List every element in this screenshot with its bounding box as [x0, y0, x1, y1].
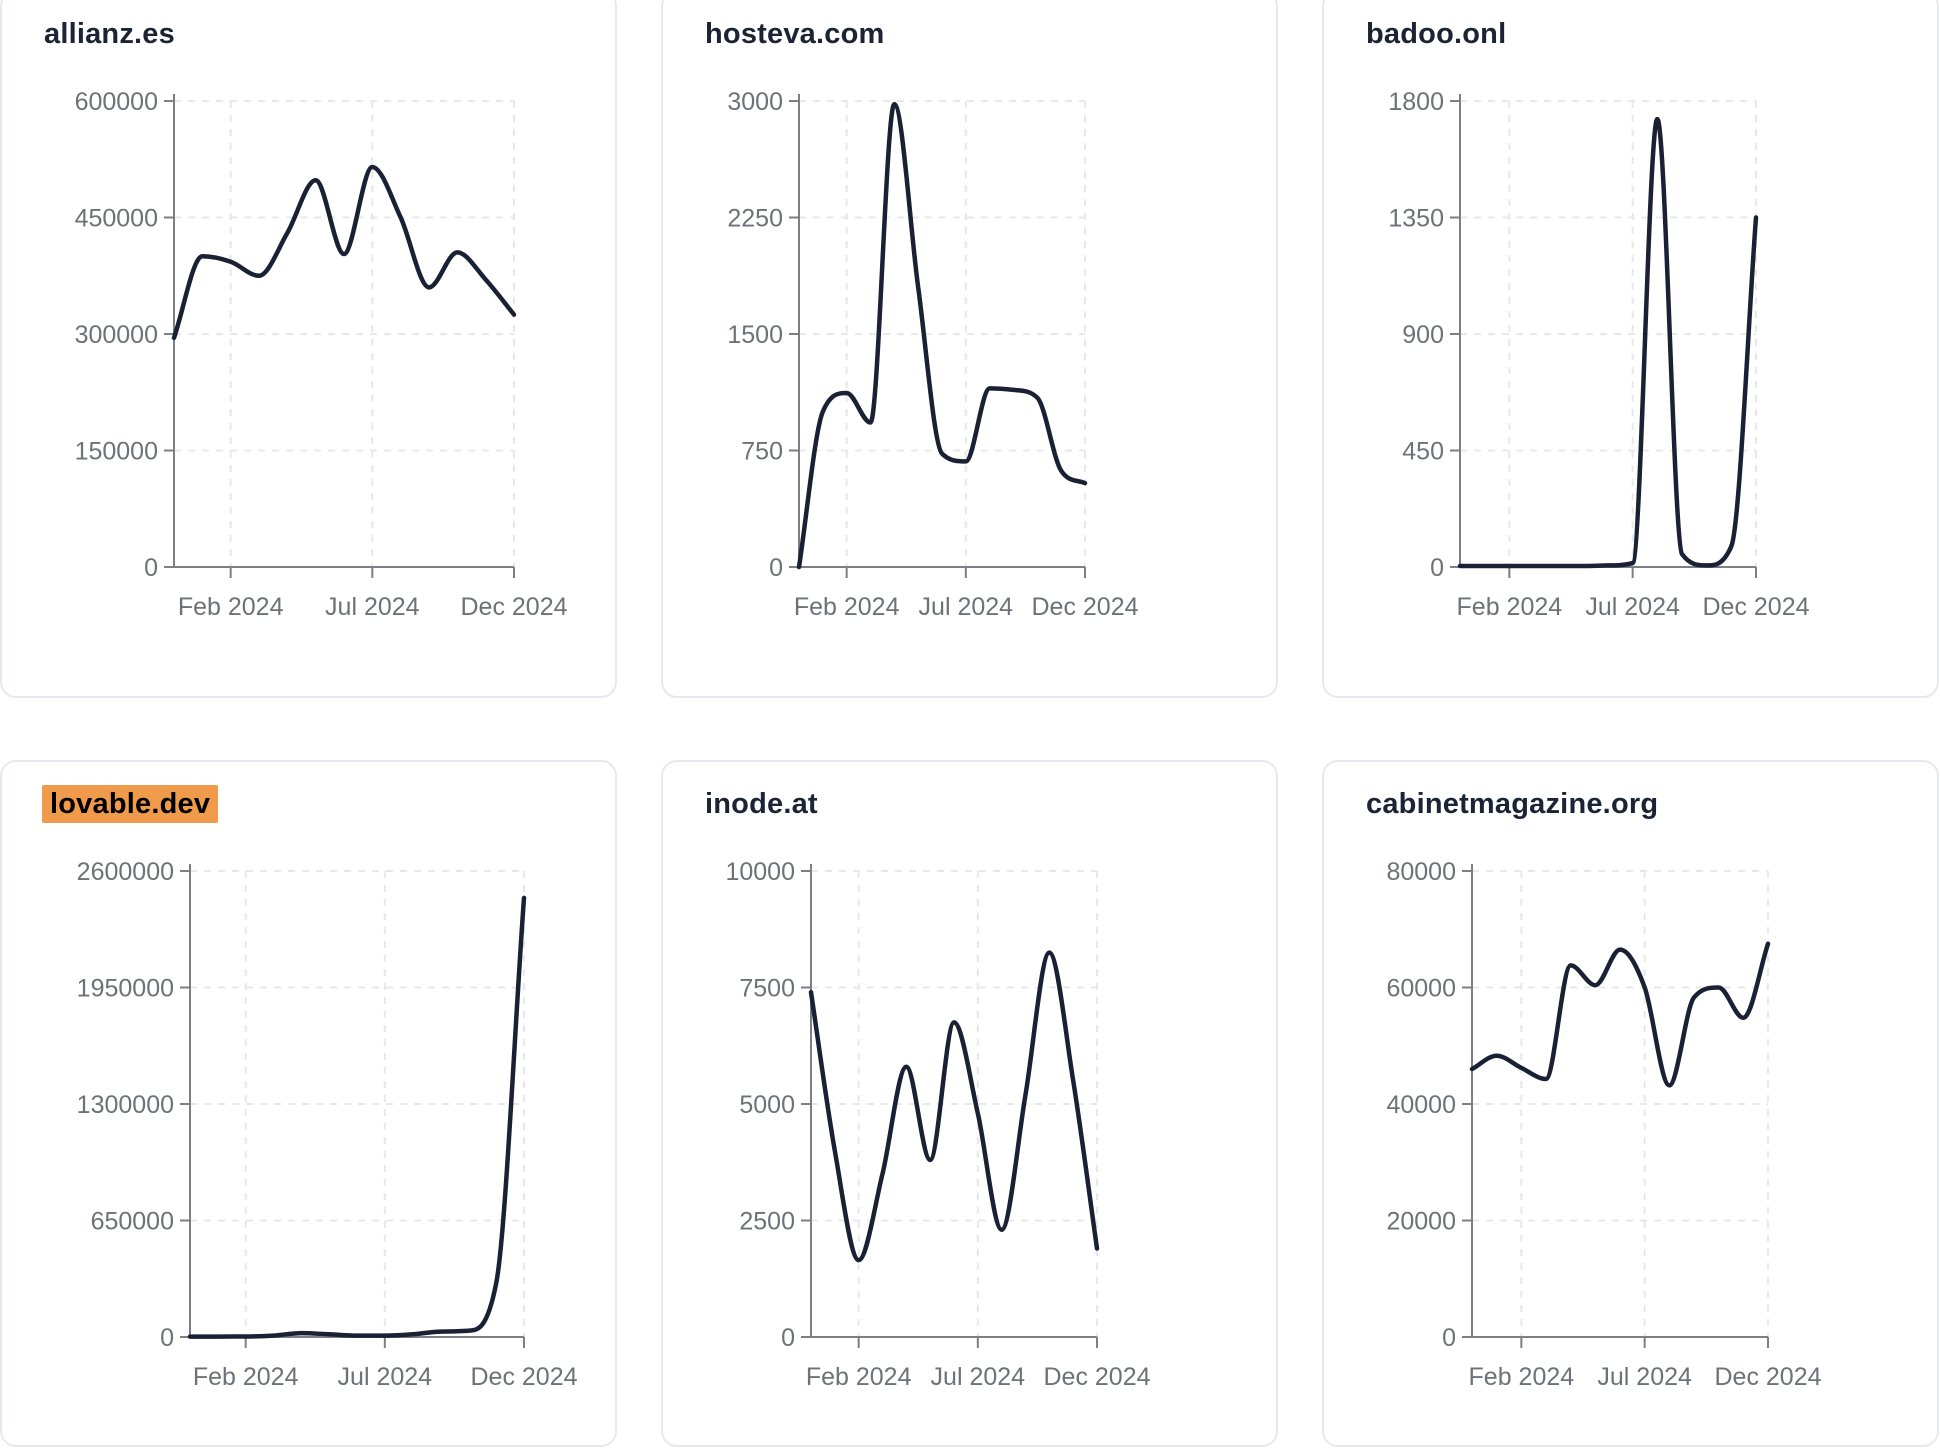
svg-text:1950000: 1950000: [77, 975, 174, 1003]
card-title: inode.at: [703, 788, 1236, 821]
chart-card-cabinetmagazine[interactable]: cabinetmagazine.org 0 20000 40000 60000 8000…: [1322, 760, 1939, 1447]
svg-text:0: 0: [781, 1324, 795, 1352]
svg-text:7500: 7500: [739, 975, 795, 1003]
svg-text:0: 0: [769, 554, 783, 582]
domain-name: cabinetmagazine.org: [1366, 788, 1659, 820]
svg-text:0: 0: [144, 554, 158, 582]
svg-text:5000: 5000: [739, 1091, 795, 1119]
svg-text:450: 450: [1402, 438, 1444, 466]
svg-text:750: 750: [741, 438, 783, 466]
svg-text:Feb 2024: Feb 2024: [178, 593, 284, 621]
svg-text:Dec 2024: Dec 2024: [460, 593, 567, 621]
chart-card-inode[interactable]: inode.at 0 2500 5000 7500 10000 Feb 2024 Jul 2…: [661, 760, 1278, 1447]
svg-text:0: 0: [160, 1324, 174, 1352]
line-chart-badoo: 0 450 900 1350 1800 Feb 2024 Jul 2024 Dec 2024: [1388, 88, 1809, 621]
svg-text:Jul 2024: Jul 2024: [1597, 1363, 1692, 1391]
svg-text:Feb 2024: Feb 2024: [193, 1363, 299, 1391]
svg-text:80000: 80000: [1386, 858, 1456, 886]
svg-text:3000: 3000: [727, 88, 783, 116]
svg-text:20000: 20000: [1386, 1208, 1456, 1236]
domain-name: allianz.es: [44, 18, 175, 50]
svg-text:0: 0: [1442, 1324, 1456, 1352]
svg-text:450000: 450000: [75, 205, 158, 233]
svg-text:1800: 1800: [1388, 88, 1444, 116]
domain-name-highlighted: lovable.dev: [42, 785, 219, 823]
svg-text:2600000: 2600000: [77, 858, 174, 886]
svg-text:900: 900: [1402, 321, 1444, 349]
svg-text:2500: 2500: [739, 1208, 795, 1236]
svg-text:Jul 2024: Jul 2024: [338, 1363, 433, 1391]
chart-card-badoo[interactable]: badoo.onl 0 450 900 1350 1800 Feb 2024 Jul 202…: [1322, 0, 1939, 698]
svg-text:Dec 2024: Dec 2024: [1043, 1363, 1150, 1391]
card-title: lovable.dev: [42, 785, 575, 823]
card-title: allianz.es: [42, 18, 575, 51]
svg-text:60000: 60000: [1386, 975, 1456, 1003]
svg-text:600000: 600000: [75, 88, 158, 116]
svg-text:Feb 2024: Feb 2024: [1457, 593, 1563, 621]
svg-text:300000: 300000: [75, 321, 158, 349]
svg-text:1500: 1500: [727, 321, 783, 349]
domain-name: inode.at: [705, 788, 818, 820]
chart-card-allianz[interactable]: allianz.es 0 150000 300000 450000 600000 Feb …: [0, 0, 617, 698]
svg-text:Jul 2024: Jul 2024: [931, 1363, 1026, 1391]
svg-text:10000: 10000: [725, 858, 795, 886]
card-title: badoo.onl: [1364, 18, 1897, 51]
svg-text:40000: 40000: [1386, 1091, 1456, 1119]
line-chart-lovable: 0 650000 1300000 1950000 2600000 Feb 2024 Jul …: [77, 858, 578, 1391]
line-chart-cabinetmagazine: 0 20000 40000 60000 80000 Feb 2024 Jul 2024 Dec…: [1386, 858, 1821, 1391]
chart-card-hosteva[interactable]: hosteva.com 0 750 1500 2250 3000 Feb 2024 Jul …: [661, 0, 1278, 698]
svg-text:Feb 2024: Feb 2024: [806, 1363, 912, 1391]
card-title: cabinetmagazine.org: [1364, 788, 1897, 821]
svg-text:Jul 2024: Jul 2024: [325, 593, 420, 621]
svg-text:Dec 2024: Dec 2024: [1702, 593, 1809, 621]
card-title: hosteva.com: [703, 18, 1236, 51]
svg-text:Dec 2024: Dec 2024: [1714, 1363, 1821, 1391]
svg-text:Dec 2024: Dec 2024: [470, 1363, 577, 1391]
chart-card-lovable[interactable]: lovable.dev 0 650000 1300000 1950000 2600000…: [0, 760, 617, 1447]
line-chart-inode: 0 2500 5000 7500 10000 Feb 2024 Jul 2024 Dec 20…: [725, 858, 1150, 1391]
line-chart-hosteva: 0 750 1500 2250 3000 Feb 2024 Jul 2024 Dec 2024: [727, 88, 1138, 621]
svg-text:Feb 2024: Feb 2024: [1469, 1363, 1575, 1391]
svg-text:2250: 2250: [727, 205, 783, 233]
svg-text:1300000: 1300000: [77, 1091, 174, 1119]
svg-text:150000: 150000: [75, 438, 158, 466]
domain-name: badoo.onl: [1366, 18, 1507, 50]
svg-text:650000: 650000: [91, 1208, 174, 1236]
svg-text:0: 0: [1430, 554, 1444, 582]
domain-name: hosteva.com: [705, 18, 885, 50]
svg-text:Feb 2024: Feb 2024: [794, 593, 900, 621]
svg-text:Dec 2024: Dec 2024: [1031, 593, 1138, 621]
svg-text:1350: 1350: [1388, 205, 1444, 233]
svg-text:Jul 2024: Jul 2024: [919, 593, 1014, 621]
line-chart-allianz: 0 150000 300000 450000 600000 Feb 2024 Jul 202…: [75, 88, 568, 621]
svg-text:Jul 2024: Jul 2024: [1585, 593, 1680, 621]
